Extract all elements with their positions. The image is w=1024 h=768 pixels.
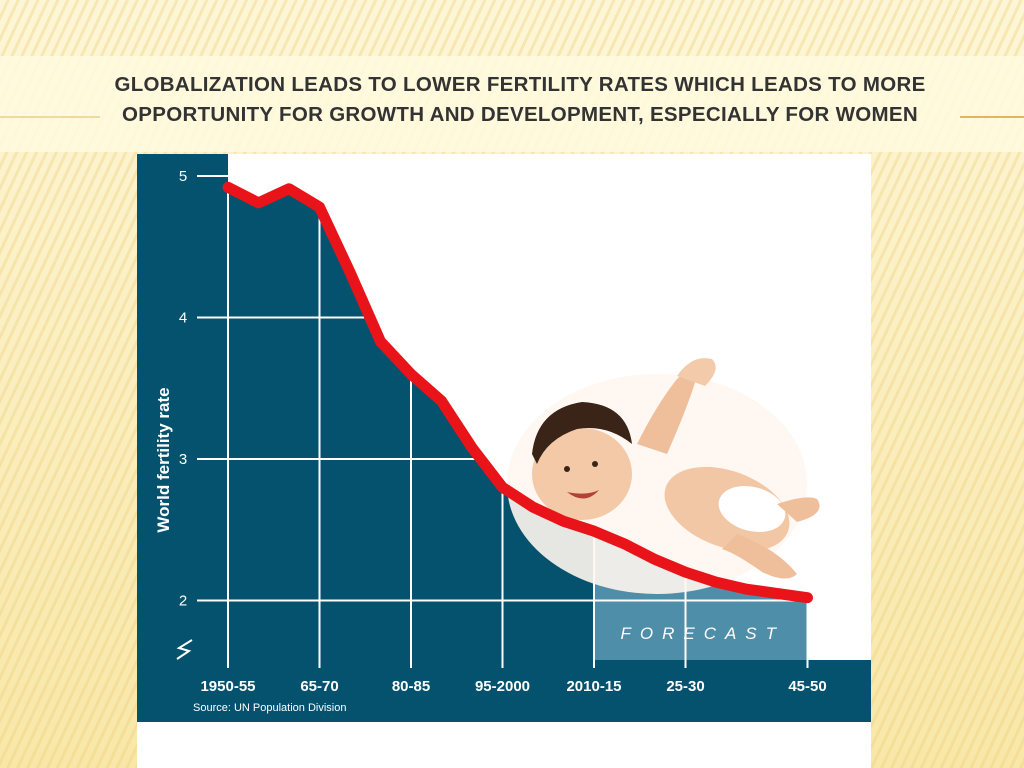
axis-break-icon bbox=[176, 639, 193, 660]
point-1990-95 bbox=[470, 445, 474, 450]
forecast-label: FORECAST bbox=[620, 624, 785, 643]
x-tick-65-70: 65-70 bbox=[300, 678, 338, 695]
fertility-chart: 2 3 4 5 1950-55 65-70 80-85 95-2000 2010-15 25-30… bbox=[137, 154, 871, 722]
point-1975-80 bbox=[378, 339, 383, 344]
y-tick-5: 5 bbox=[179, 168, 187, 185]
point-1950-55 bbox=[226, 185, 230, 190]
baby-hand bbox=[677, 358, 716, 386]
chart-axes bbox=[176, 639, 193, 660]
point-1985-90 bbox=[439, 398, 444, 403]
fertility-line bbox=[222, 181, 813, 604]
title-rule bbox=[960, 116, 1024, 118]
point-2030-35 bbox=[714, 580, 718, 585]
point-2005-10 bbox=[561, 519, 566, 524]
chart-frame: 2 3 4 5 1950-55 65-70 80-85 95-2000 2010-15 25-30… bbox=[137, 154, 871, 768]
x-tick-45-50: 45-50 bbox=[788, 678, 826, 695]
slide-title: Globalization leads to lower fertility r… bbox=[114, 73, 926, 126]
fertility-series bbox=[222, 181, 813, 604]
baby-head bbox=[532, 428, 632, 520]
point-2020-25 bbox=[653, 557, 657, 562]
point-1980-85 bbox=[409, 372, 413, 377]
point-1960-65 bbox=[287, 186, 291, 191]
y-axis-panel bbox=[137, 154, 228, 660]
point-2040-45 bbox=[775, 591, 779, 596]
x-tick-25-30: 25-30 bbox=[666, 678, 704, 695]
baby-image bbox=[507, 358, 820, 594]
x-tick-1950-55: 1950-55 bbox=[200, 678, 255, 695]
title-band bbox=[0, 56, 1024, 152]
y-axis-label: World fertility rate bbox=[154, 387, 173, 532]
baby-arm-up bbox=[637, 373, 697, 454]
point-1970-75 bbox=[348, 270, 352, 275]
point-2025-30 bbox=[683, 570, 688, 575]
x-tick-2010-15: 2010-15 bbox=[566, 678, 621, 695]
source-note: Source: UN Population Division bbox=[193, 702, 346, 714]
x-axis-band bbox=[137, 660, 871, 722]
baby-hair bbox=[532, 402, 632, 464]
y-tick-4: 4 bbox=[179, 310, 187, 327]
point-2015-20 bbox=[622, 541, 627, 546]
point-2045-50 bbox=[805, 595, 810, 600]
baby-eye-right bbox=[592, 461, 598, 467]
baby-eye-left bbox=[564, 466, 570, 472]
x-tick-80-85: 80-85 bbox=[392, 678, 430, 695]
baby-mouth bbox=[567, 490, 599, 499]
point-2000-05 bbox=[531, 505, 535, 510]
x-tick-95-2000: 95-2000 bbox=[475, 678, 530, 695]
point-2010-15 bbox=[592, 529, 596, 534]
y-tick-3: 3 bbox=[179, 451, 187, 468]
y-tick-2: 2 bbox=[179, 593, 187, 610]
baby-leg bbox=[722, 534, 797, 579]
chart-labels: 2 3 4 5 1950-55 65-70 80-85 95-2000 2010-15 25-30… bbox=[154, 168, 827, 714]
baby-diaper bbox=[718, 485, 786, 533]
title-rule-left bbox=[0, 116, 100, 118]
point-1995-2000 bbox=[500, 485, 505, 490]
point-1955-60 bbox=[256, 200, 261, 205]
point-1965-70 bbox=[317, 205, 322, 210]
point-2035-40 bbox=[744, 587, 749, 592]
baby-foot bbox=[777, 497, 820, 522]
